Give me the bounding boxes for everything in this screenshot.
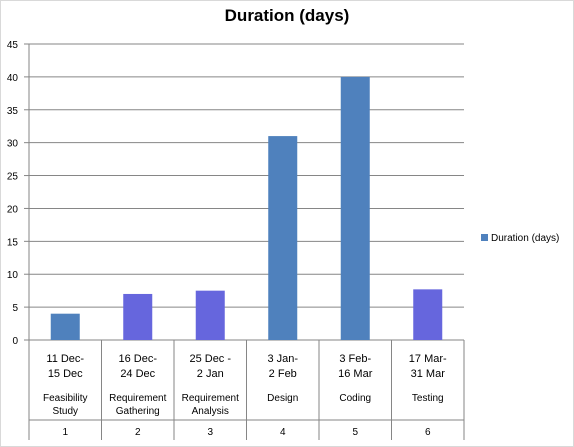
bar xyxy=(50,313,80,340)
category-date-label: 15 Dec xyxy=(48,368,83,380)
category-date-label: 31 Mar xyxy=(411,368,446,380)
category-number-label: 1 xyxy=(62,427,68,438)
y-tick-label: 25 xyxy=(7,172,19,183)
category-activity-label: Analysis xyxy=(192,406,229,417)
category-date-label: 2 Feb xyxy=(269,368,297,380)
category-date-label: 17 Mar- xyxy=(409,353,447,365)
category-date-label: 11 Dec- xyxy=(46,353,84,365)
y-tick-label: 0 xyxy=(12,336,18,347)
bar xyxy=(268,136,298,340)
category-date-label: 2 Jan xyxy=(197,368,224,380)
category-date-label: 25 Dec - xyxy=(189,353,231,365)
category-date-label: 3 Feb- xyxy=(339,353,371,365)
y-tick-label: 5 xyxy=(12,303,18,314)
category-date-label: 3 Jan- xyxy=(267,353,298,365)
category-activity-label: Testing xyxy=(412,393,444,404)
y-tick-label: 20 xyxy=(7,204,19,215)
legend-label: Duration (days) xyxy=(491,233,559,244)
bar xyxy=(340,76,370,340)
category-date-label: 24 Dec xyxy=(120,368,155,380)
category-activity-label: Requirement xyxy=(109,393,166,404)
category-activity-label: Design xyxy=(267,393,298,404)
category-activity-label: Study xyxy=(52,406,78,417)
category-number-label: 4 xyxy=(280,427,286,438)
category-date-label: 16 Dec- xyxy=(118,353,157,365)
bar xyxy=(123,293,153,340)
category-number-label: 2 xyxy=(135,427,141,438)
category-number-label: 3 xyxy=(207,427,213,438)
y-tick-label: 10 xyxy=(7,270,19,281)
bar xyxy=(195,290,225,340)
category-activity-label: Requirement xyxy=(182,393,239,404)
y-tick-label: 40 xyxy=(7,73,19,84)
bar xyxy=(413,289,443,340)
y-tick-label: 35 xyxy=(7,106,19,117)
y-tick-label: 15 xyxy=(7,237,19,248)
legend-swatch xyxy=(481,234,488,241)
category-number-label: 6 xyxy=(425,427,431,438)
category-activity-label: Gathering xyxy=(116,406,160,417)
y-tick-label: 45 xyxy=(7,40,19,51)
chart-title: Duration (days) xyxy=(224,6,350,25)
category-activity-label: Feasibility xyxy=(43,393,87,404)
category-activity-label: Coding xyxy=(339,393,371,404)
category-number-label: 5 xyxy=(352,427,358,438)
y-tick-label: 30 xyxy=(7,139,19,150)
category-date-label: 16 Mar xyxy=(338,368,373,380)
